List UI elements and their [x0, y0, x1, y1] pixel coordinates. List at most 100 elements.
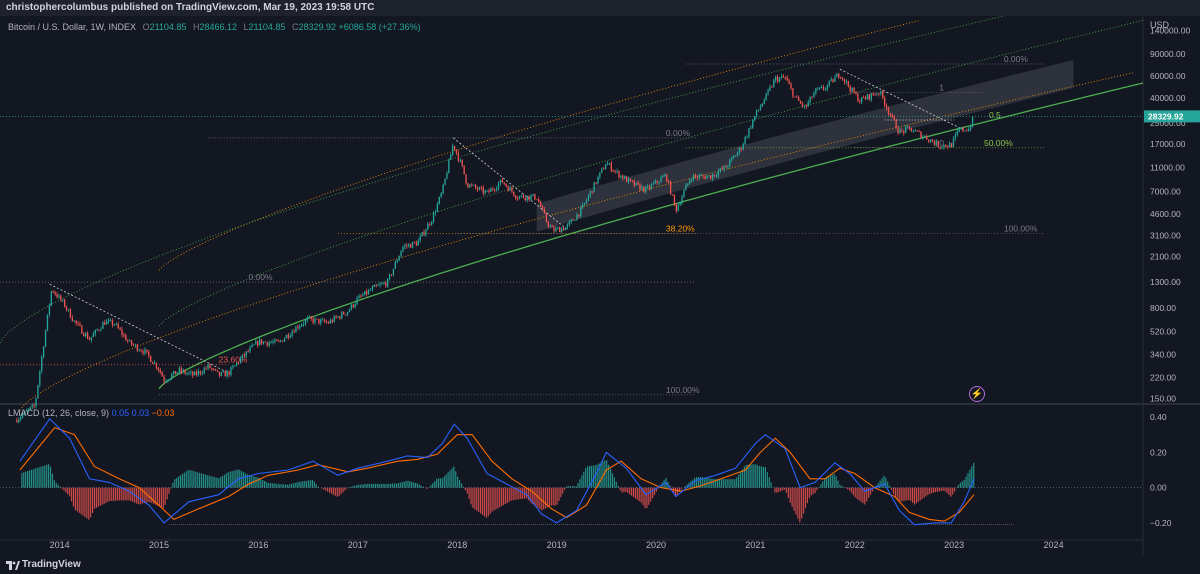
- candle-body: [872, 93, 874, 95]
- candle-body: [369, 290, 372, 291]
- candle-body: [88, 338, 91, 340]
- candle-body: [302, 323, 305, 325]
- candle-body: [132, 344, 135, 346]
- candle-body: [968, 128, 970, 132]
- price-chart[interactable]: 0.00%23.60%100.00%0.00%38.20% 100.00%0.00…: [0, 16, 1200, 556]
- candle-body: [497, 183, 500, 189]
- candle-body: [564, 227, 567, 231]
- candle-body: [945, 144, 947, 147]
- candle-body: [107, 320, 110, 322]
- candle-body: [713, 174, 716, 176]
- candle-body: [576, 214, 578, 221]
- candle-body: [205, 368, 207, 370]
- candle-body: [29, 407, 31, 410]
- candle-body: [857, 93, 859, 102]
- candle-body: [912, 131, 914, 133]
- time-tick-label: 2021: [745, 540, 765, 550]
- candle-body: [836, 74, 838, 77]
- candle-body: [681, 196, 683, 204]
- candle-body: [889, 113, 892, 116]
- candle-body: [503, 182, 505, 185]
- time-tick-label: 2015: [149, 540, 169, 550]
- candle-body: [746, 136, 748, 138]
- candle-body: [685, 185, 687, 191]
- candle-body: [180, 368, 182, 372]
- candle-body: [42, 346, 45, 357]
- candle-body: [603, 168, 605, 170]
- candle-body: [790, 84, 792, 89]
- open-value: 21104.85: [149, 22, 187, 32]
- candle-body: [786, 77, 788, 81]
- candle-body: [71, 317, 73, 321]
- candle-body: [255, 341, 257, 345]
- candle-body: [197, 371, 200, 375]
- candle-body: [295, 326, 297, 333]
- lightning-icon[interactable]: ⚡: [969, 386, 985, 402]
- candle-body: [218, 371, 221, 376]
- candle-body: [350, 304, 353, 310]
- candle-body: [352, 304, 354, 307]
- current-price-tag: [1144, 110, 1200, 123]
- candle-body: [830, 79, 832, 81]
- candle-body: [960, 127, 962, 130]
- fib-label-5: 100.00%: [1004, 224, 1038, 234]
- candle-body: [838, 74, 840, 78]
- candle-body: [308, 316, 311, 318]
- candle-body: [652, 183, 655, 185]
- candle-body: [731, 157, 733, 160]
- candle-body: [331, 320, 333, 322]
- candle-body: [325, 321, 328, 323]
- candle-body: [20, 417, 22, 420]
- candle-body: [432, 212, 435, 222]
- candle-body: [54, 292, 56, 295]
- candle-body: [740, 148, 742, 150]
- candle-body: [668, 181, 670, 183]
- candle-body: [507, 186, 509, 191]
- candle-body: [669, 181, 672, 195]
- candle-body: [281, 340, 284, 342]
- candle-body: [119, 327, 121, 330]
- candle-body: [501, 179, 504, 183]
- candle-body: [195, 371, 198, 375]
- candle-body: [151, 361, 154, 364]
- candle-body: [339, 316, 341, 319]
- band-curve-1: [158, 20, 1144, 327]
- candle-body: [581, 204, 584, 208]
- candle-body: [190, 371, 192, 373]
- candle-body: [427, 224, 429, 231]
- candle-body: [203, 368, 205, 374]
- candle-body: [320, 319, 322, 324]
- candle-body: [637, 182, 639, 185]
- low-value: 21104.85: [248, 22, 286, 32]
- candle-body: [711, 174, 714, 179]
- candle-body: [734, 155, 737, 157]
- candle-body: [931, 139, 934, 142]
- price-tick-label: 4600.00: [1150, 209, 1181, 219]
- candle-body: [301, 324, 303, 327]
- candle-body: [610, 163, 613, 171]
- candle-body: [199, 371, 202, 374]
- time-tick-label: 2022: [845, 540, 865, 550]
- candles: [16, 72, 974, 424]
- footer-brand: TradingView: [22, 559, 81, 570]
- candle-body: [239, 358, 242, 364]
- candle-body: [421, 232, 423, 237]
- candle-body: [442, 184, 444, 194]
- candle-body: [970, 126, 972, 129]
- candle-body: [861, 97, 863, 103]
- candle-body: [406, 245, 408, 247]
- candle-body: [333, 316, 335, 322]
- candle-body: [289, 335, 291, 338]
- close-label: C: [291, 22, 299, 32]
- candle-body: [150, 356, 152, 362]
- candle-body: [583, 202, 586, 205]
- candle-body: [784, 77, 786, 79]
- candle-body: [383, 282, 385, 284]
- candle-body: [971, 117, 974, 127]
- price-tick-label: 11000.00: [1150, 162, 1185, 172]
- candle-body: [127, 340, 129, 342]
- candle-body: [379, 284, 381, 286]
- candle-body: [826, 85, 828, 90]
- candle-body: [226, 371, 228, 377]
